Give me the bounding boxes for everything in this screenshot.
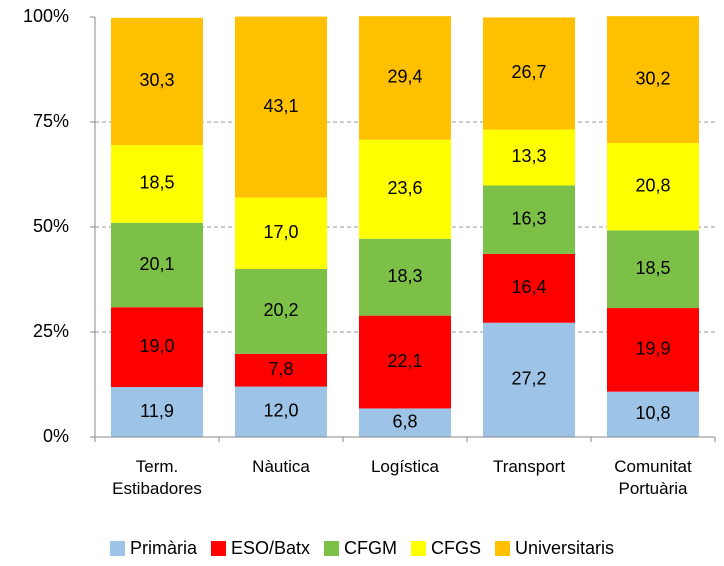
x-tick-label: Comunitat Portuària xyxy=(614,457,692,498)
legend-swatch xyxy=(324,541,339,556)
legend-label: CFGM xyxy=(344,538,397,558)
y-tick-label: 50% xyxy=(33,216,69,236)
bar-segment xyxy=(235,386,327,437)
legend-label: ESO/Batx xyxy=(230,538,310,558)
bar-segment xyxy=(235,197,327,269)
data-label: 18,5 xyxy=(635,258,670,278)
bar-segment xyxy=(607,230,699,309)
bar-segment xyxy=(483,322,575,437)
data-label: 20,1 xyxy=(139,254,174,274)
bar-segment xyxy=(111,145,203,223)
data-label: 30,3 xyxy=(139,70,174,90)
legend-swatch xyxy=(411,541,426,556)
data-label: 17,0 xyxy=(263,222,298,242)
y-tick-label: 75% xyxy=(33,111,69,131)
data-label: 7,8 xyxy=(268,359,293,379)
bar-segment xyxy=(111,387,203,437)
data-label: 16,3 xyxy=(511,208,546,228)
data-label: 20,8 xyxy=(635,175,670,195)
data-label: 43,1 xyxy=(263,96,298,116)
data-label: 18,5 xyxy=(139,173,174,193)
data-label: 26,7 xyxy=(511,62,546,82)
legend-item: CFGM xyxy=(324,538,397,559)
bar-segment xyxy=(359,408,451,437)
bar-segment xyxy=(607,143,699,231)
data-label: 23,6 xyxy=(387,178,422,198)
data-label: 19,9 xyxy=(635,339,670,359)
data-label: 27,2 xyxy=(511,369,546,389)
bar-segment xyxy=(483,129,575,186)
y-tick-label: 100% xyxy=(23,6,69,26)
bar-segment xyxy=(359,16,451,140)
bar-segment xyxy=(111,17,203,146)
bar-segment xyxy=(607,308,699,392)
legend-label: Primària xyxy=(129,538,197,558)
bar-segment xyxy=(111,307,203,388)
legend: Primària ESO/Batx CFGM CFGS Universitaris xyxy=(0,538,724,559)
bar-segment xyxy=(359,315,451,409)
data-label: 30,2 xyxy=(635,68,670,88)
bar-segment xyxy=(235,269,327,354)
data-label: 19,0 xyxy=(139,336,174,356)
bar-segment xyxy=(359,238,451,316)
data-label: 16,4 xyxy=(511,277,546,297)
bar-segment xyxy=(235,353,327,387)
y-tick-label: 0% xyxy=(43,426,69,446)
y-tick-label: 25% xyxy=(33,321,69,341)
bar-segment xyxy=(359,139,451,239)
legend-swatch xyxy=(210,541,226,556)
data-label: 6,8 xyxy=(392,411,417,431)
legend-label: CFGS xyxy=(431,538,482,558)
data-label: 20,2 xyxy=(263,300,298,320)
bar-segment xyxy=(235,16,327,198)
bar-segment xyxy=(111,222,203,308)
legend-label: Universitaris xyxy=(515,538,615,558)
x-tick-label: Term. Estibadores xyxy=(112,457,202,498)
legend-swatch xyxy=(109,541,125,556)
data-label: 10,8 xyxy=(635,403,670,423)
x-tick-label: Transport xyxy=(492,457,566,476)
legend-item: Primària xyxy=(109,538,197,559)
x-tick-label: Nàutica xyxy=(252,457,310,476)
data-label: 18,3 xyxy=(387,266,422,286)
data-label: 29,4 xyxy=(387,67,422,87)
legend-item: Universitaris xyxy=(495,538,614,559)
bar-segment xyxy=(607,16,699,143)
bar-segment xyxy=(607,391,699,437)
bar-segment xyxy=(483,17,575,130)
legend-item: ESO/Batx xyxy=(210,538,310,559)
x-tick-label: Logística xyxy=(370,457,440,476)
bar-segment xyxy=(483,253,575,323)
legend-swatch xyxy=(495,541,511,556)
data-label: 11,9 xyxy=(140,401,174,421)
data-label: 22,1 xyxy=(387,351,422,371)
legend-item: CFGS xyxy=(411,538,481,559)
data-label: 13,3 xyxy=(511,146,546,166)
bar-segment xyxy=(483,185,575,254)
data-label: 12,0 xyxy=(263,401,298,421)
